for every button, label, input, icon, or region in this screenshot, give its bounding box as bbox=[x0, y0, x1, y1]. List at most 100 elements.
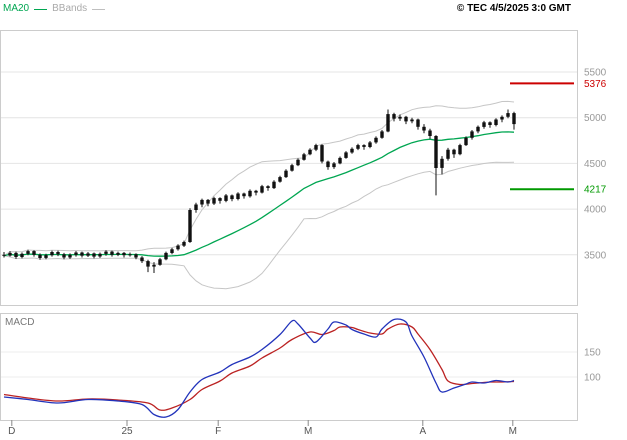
price-tick-label: 4000 bbox=[584, 205, 607, 216]
candle-body bbox=[266, 186, 270, 188]
candle-body bbox=[320, 145, 324, 162]
support-line-label: 4217 bbox=[584, 185, 607, 196]
candle-body bbox=[500, 116, 504, 120]
bollinger-upper-line bbox=[3, 100, 515, 257]
price-tick-label: 3500 bbox=[584, 250, 607, 261]
time-axis: D 25 F M A M bbox=[8, 420, 517, 437]
candle-body bbox=[104, 251, 108, 254]
candle-body bbox=[464, 137, 468, 146]
candle-body bbox=[434, 136, 438, 168]
candle-body bbox=[14, 252, 18, 257]
candle-body bbox=[242, 193, 246, 197]
candle-body bbox=[236, 193, 240, 199]
candle-body bbox=[332, 163, 336, 168]
macd-tick-label: 150 bbox=[584, 348, 601, 359]
candle-body bbox=[470, 131, 474, 138]
candle-body bbox=[164, 252, 168, 260]
resistance-line-label: 5376 bbox=[584, 79, 607, 90]
candle-body bbox=[206, 199, 210, 204]
macd-panel-border bbox=[0, 313, 578, 421]
candle-body bbox=[20, 253, 24, 257]
macd-gridlines: 150 100 bbox=[0, 348, 601, 384]
candle-body bbox=[296, 159, 300, 166]
candle-body bbox=[290, 165, 294, 171]
candle-body bbox=[56, 252, 60, 255]
time-tick-label: D bbox=[8, 426, 15, 437]
candle-body bbox=[272, 181, 276, 189]
candle-body bbox=[86, 253, 90, 256]
candle-body bbox=[44, 255, 48, 258]
ma20-label: MA20 bbox=[3, 3, 30, 14]
candle-body bbox=[260, 186, 264, 193]
candle-body bbox=[308, 149, 312, 155]
candle-body bbox=[458, 145, 462, 155]
candle-body bbox=[230, 195, 234, 200]
candle-body bbox=[506, 113, 510, 117]
candle-body bbox=[170, 249, 174, 253]
candle-body bbox=[350, 148, 354, 153]
ma20-line-swatch bbox=[34, 8, 48, 10]
candle-body bbox=[224, 195, 228, 201]
candle-body bbox=[110, 251, 114, 255]
candle-body bbox=[2, 254, 6, 256]
candle-body bbox=[254, 190, 258, 193]
candle-body bbox=[314, 145, 318, 150]
time-tick-label: M bbox=[304, 426, 312, 437]
time-tick-label: 25 bbox=[121, 426, 133, 437]
candle-body bbox=[482, 122, 486, 127]
candle-body bbox=[50, 252, 54, 256]
candle-body bbox=[116, 252, 120, 255]
candle-body bbox=[92, 253, 96, 257]
candle-body bbox=[26, 251, 30, 254]
candle-body bbox=[356, 145, 360, 149]
candle-body bbox=[74, 252, 78, 255]
main-chart-border bbox=[0, 30, 578, 306]
candlesticks bbox=[2, 109, 516, 273]
candle-body bbox=[212, 198, 216, 204]
time-tick-label: M bbox=[509, 426, 517, 437]
candle-body bbox=[476, 126, 480, 132]
candle-body bbox=[392, 114, 396, 119]
bbands-line-swatch bbox=[92, 8, 106, 10]
bollinger-lower-line bbox=[3, 161, 515, 290]
candle-body bbox=[194, 204, 198, 210]
candle-body bbox=[416, 119, 420, 127]
time-tick-label: F bbox=[215, 426, 221, 437]
legend: MA20 BBands bbox=[3, 3, 106, 15]
candle-body bbox=[410, 119, 414, 122]
macd-label: MACD bbox=[5, 317, 34, 328]
candle-body bbox=[284, 170, 288, 178]
candle-body bbox=[386, 114, 390, 132]
candle-body bbox=[278, 177, 282, 182]
macd-line bbox=[3, 318, 515, 418]
price-tick-label: 5500 bbox=[584, 68, 607, 79]
price-tick-label: 5000 bbox=[584, 113, 607, 124]
candle-body bbox=[488, 122, 492, 125]
candle-body bbox=[338, 157, 342, 164]
candle-body bbox=[368, 142, 372, 147]
candle-body bbox=[122, 252, 126, 256]
candle-body bbox=[38, 254, 42, 258]
price-tick-label: 4500 bbox=[584, 159, 607, 170]
candle-body bbox=[140, 257, 144, 262]
candle-body bbox=[68, 254, 72, 258]
candle-body bbox=[380, 131, 384, 138]
candle-body bbox=[182, 242, 186, 246]
candle-body bbox=[428, 130, 432, 136]
candle-body bbox=[128, 254, 132, 256]
candle-body bbox=[452, 149, 456, 155]
candle-body bbox=[404, 116, 408, 122]
candle-body bbox=[176, 245, 180, 250]
bbands-label: BBands bbox=[52, 3, 88, 14]
time-tick-label: A bbox=[419, 426, 426, 437]
candle-body bbox=[98, 253, 102, 257]
candle-body bbox=[80, 252, 84, 256]
candle-body bbox=[362, 145, 366, 147]
candle-body bbox=[326, 161, 330, 168]
candle-body bbox=[344, 152, 348, 158]
candle-body bbox=[302, 154, 306, 160]
candle-body bbox=[134, 254, 138, 258]
copyright-text: © TEC 4/5/2025 3:0 GMT bbox=[456, 3, 571, 14]
